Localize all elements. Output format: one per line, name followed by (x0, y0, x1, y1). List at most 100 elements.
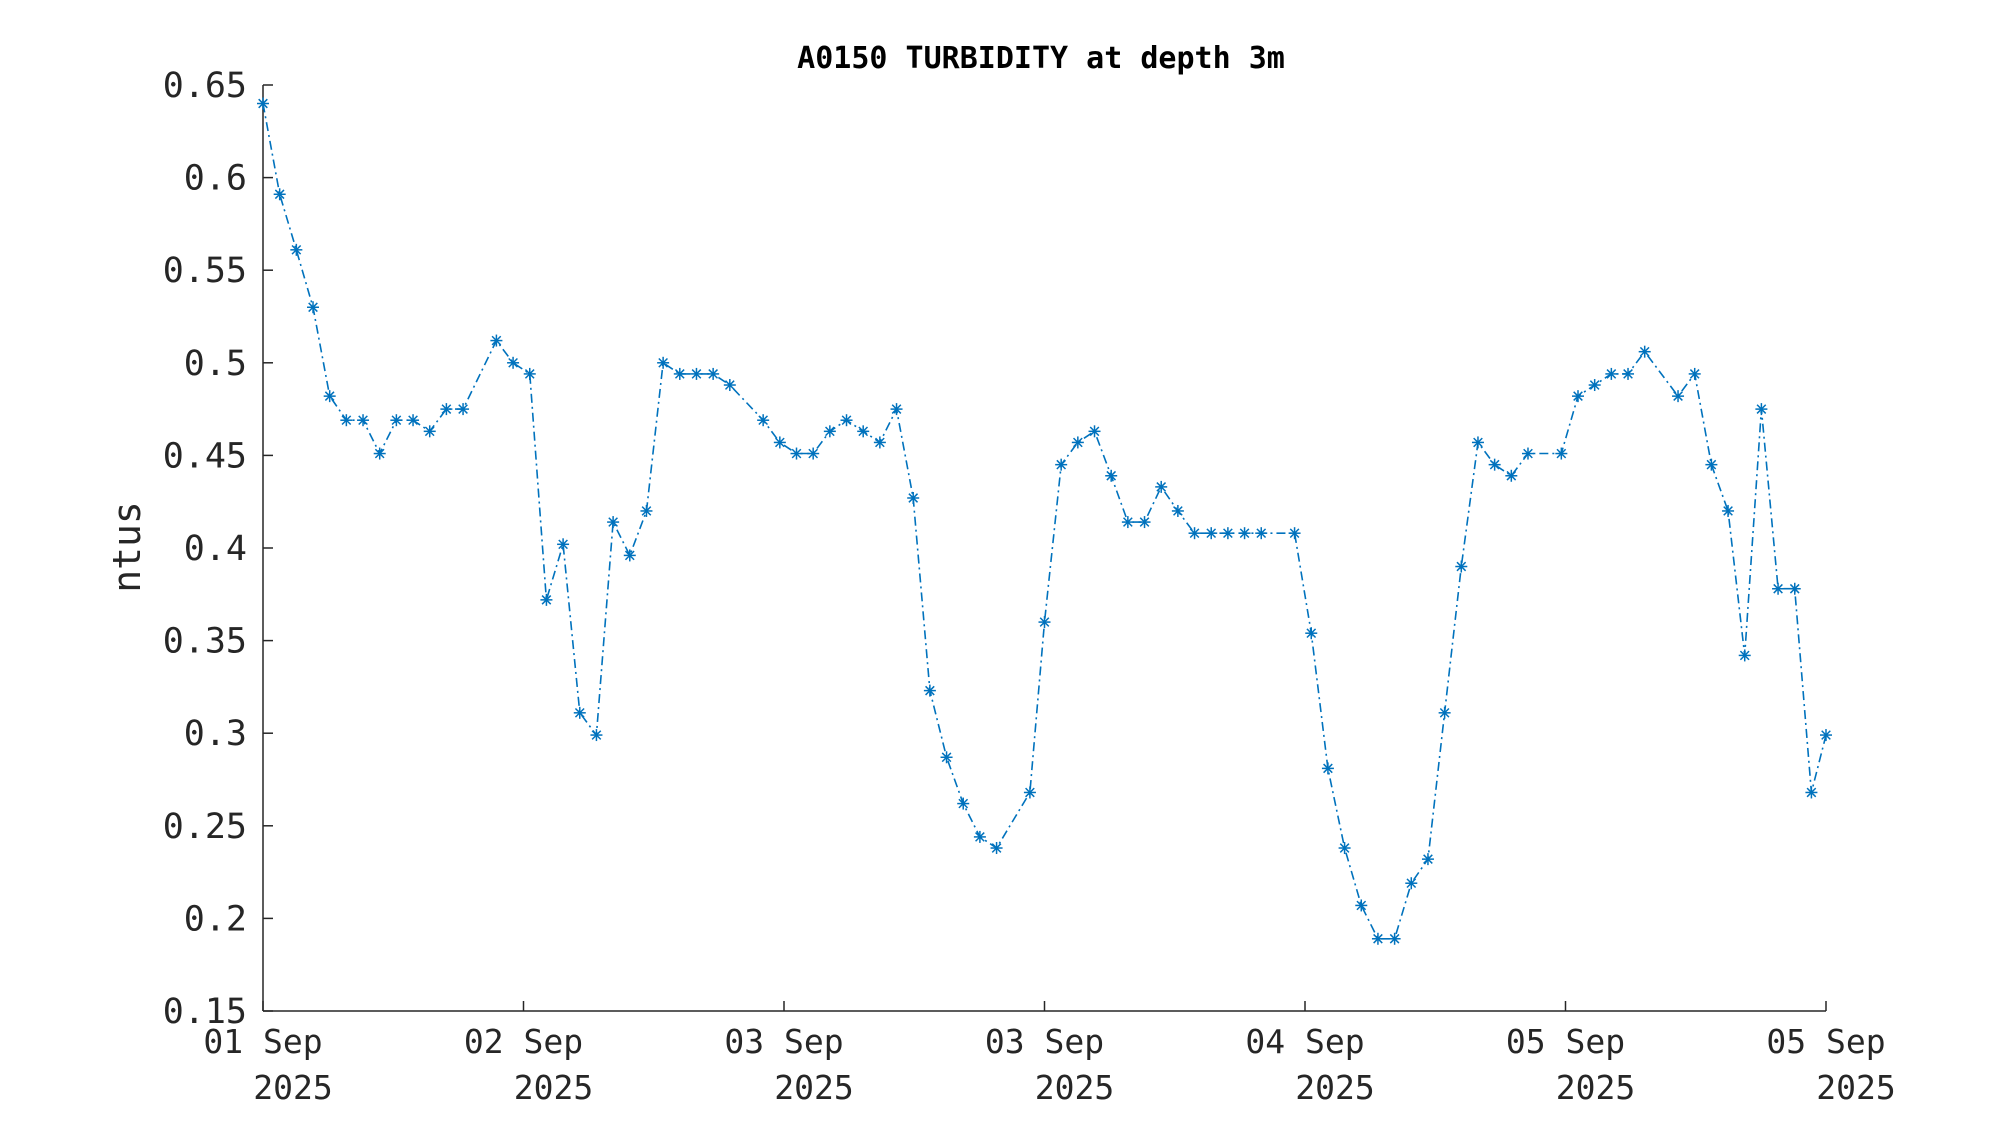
data-point (590, 729, 603, 742)
data-point (923, 684, 936, 697)
data-point (1355, 899, 1368, 912)
data-point (1388, 932, 1401, 945)
data-point (1371, 932, 1384, 945)
y-tick-label: 0.4 (184, 529, 247, 569)
data-point (1788, 582, 1801, 595)
y-tick-label: 0.5 (184, 344, 247, 384)
data-point (373, 447, 386, 460)
data-point (1505, 469, 1518, 482)
data-point (290, 243, 303, 256)
data-point (973, 830, 986, 843)
x-axis-ticks: 01 Sep 2025 02 Sep 2025 03 Sep 2025 03 Sep 2025… (203, 1001, 1896, 1107)
data-point (557, 538, 570, 551)
data-point (1023, 786, 1036, 799)
data-point (1338, 842, 1351, 855)
data-point (1521, 447, 1534, 460)
data-point (890, 403, 903, 416)
data-point (1605, 367, 1618, 380)
x-tick-label-date: 05 Sep (1766, 1022, 1885, 1061)
x-tick-label-year: 2025 (1035, 1068, 1114, 1107)
x-tick-label-date: 04 Sep (1245, 1022, 1364, 1061)
data-point (440, 403, 453, 416)
data-point (307, 301, 320, 314)
data-point (1255, 527, 1268, 540)
data-point (1705, 458, 1718, 471)
data-point (673, 367, 686, 380)
turbidity-series (257, 97, 1832, 945)
x-tick-label-year: 2025 (1816, 1068, 1895, 1107)
data-point (1188, 527, 1201, 540)
data-point (423, 425, 436, 438)
x-tick-label-date: 01 Sep (203, 1022, 322, 1061)
data-point (573, 706, 586, 719)
data-point (1672, 390, 1685, 403)
x-tick-label-year: 2025 (1295, 1068, 1374, 1107)
y-tick-label: 0.35 (163, 622, 247, 662)
x-tick-label-year: 2025 (253, 1068, 332, 1107)
data-point (540, 593, 553, 606)
data-point (1055, 458, 1068, 471)
y-tick-label: 0.3 (184, 714, 247, 754)
data-point (273, 188, 286, 201)
data-point (857, 425, 870, 438)
data-point (1305, 627, 1318, 640)
y-tick-label: 0.45 (163, 436, 247, 476)
data-point (807, 447, 820, 460)
data-point (607, 516, 620, 529)
data-point (657, 356, 670, 369)
data-point (1772, 582, 1785, 595)
data-point (990, 842, 1003, 855)
y-tick-label: 0.6 (184, 159, 247, 199)
data-point (1755, 403, 1768, 416)
x-tick-label-date: 03 Sep (724, 1022, 843, 1061)
data-point (1155, 480, 1168, 493)
data-point (1438, 706, 1451, 719)
data-point (340, 414, 353, 427)
data-point (1171, 504, 1184, 517)
data-point (1722, 504, 1735, 517)
data-point (1105, 469, 1118, 482)
data-point (623, 549, 636, 562)
data-point (1421, 853, 1434, 866)
y-axis-ticks: 0.15 0.2 0.25 0.3 0.35 0.4 0.45 0.5 0.55 0.6 0.65 (163, 66, 273, 1032)
data-point (907, 491, 920, 504)
data-point (1038, 616, 1051, 629)
y-tick-label: 0.55 (163, 251, 247, 291)
data-point (1088, 425, 1101, 438)
data-point (940, 751, 953, 764)
data-point (1205, 527, 1218, 540)
data-point (1638, 345, 1651, 358)
y-tick-label: 0.15 (163, 992, 247, 1032)
data-point (1238, 527, 1251, 540)
x-tick-label-year: 2025 (514, 1068, 593, 1107)
y-axis-label: ntus (105, 501, 149, 593)
data-point (407, 414, 420, 427)
data-point (1588, 379, 1601, 392)
x-tick-label-year: 2025 (1556, 1068, 1635, 1107)
y-tick-label: 0.65 (163, 66, 247, 106)
series-line (262, 103, 1827, 940)
y-tick-label: 0.2 (184, 899, 247, 939)
data-point (1121, 516, 1134, 529)
data-point (957, 797, 970, 810)
data-point (1820, 729, 1832, 742)
data-point (490, 334, 503, 347)
data-point (690, 367, 703, 380)
data-point (1455, 560, 1468, 573)
data-point (507, 356, 520, 369)
x-tick-label-date: 03 Sep (985, 1022, 1104, 1061)
data-point (873, 436, 886, 449)
data-point (640, 504, 653, 517)
data-point (257, 97, 269, 110)
data-point (707, 367, 720, 380)
data-point (757, 414, 770, 427)
data-point (1488, 458, 1501, 471)
chart-title: A0150 TURBIDITY at depth 3m (797, 41, 1285, 76)
data-point (457, 403, 470, 416)
data-point (1138, 516, 1151, 529)
x-tick-label-date: 05 Sep (1506, 1022, 1625, 1061)
data-point (1738, 649, 1751, 662)
data-point (1321, 762, 1334, 775)
data-point (1622, 367, 1635, 380)
